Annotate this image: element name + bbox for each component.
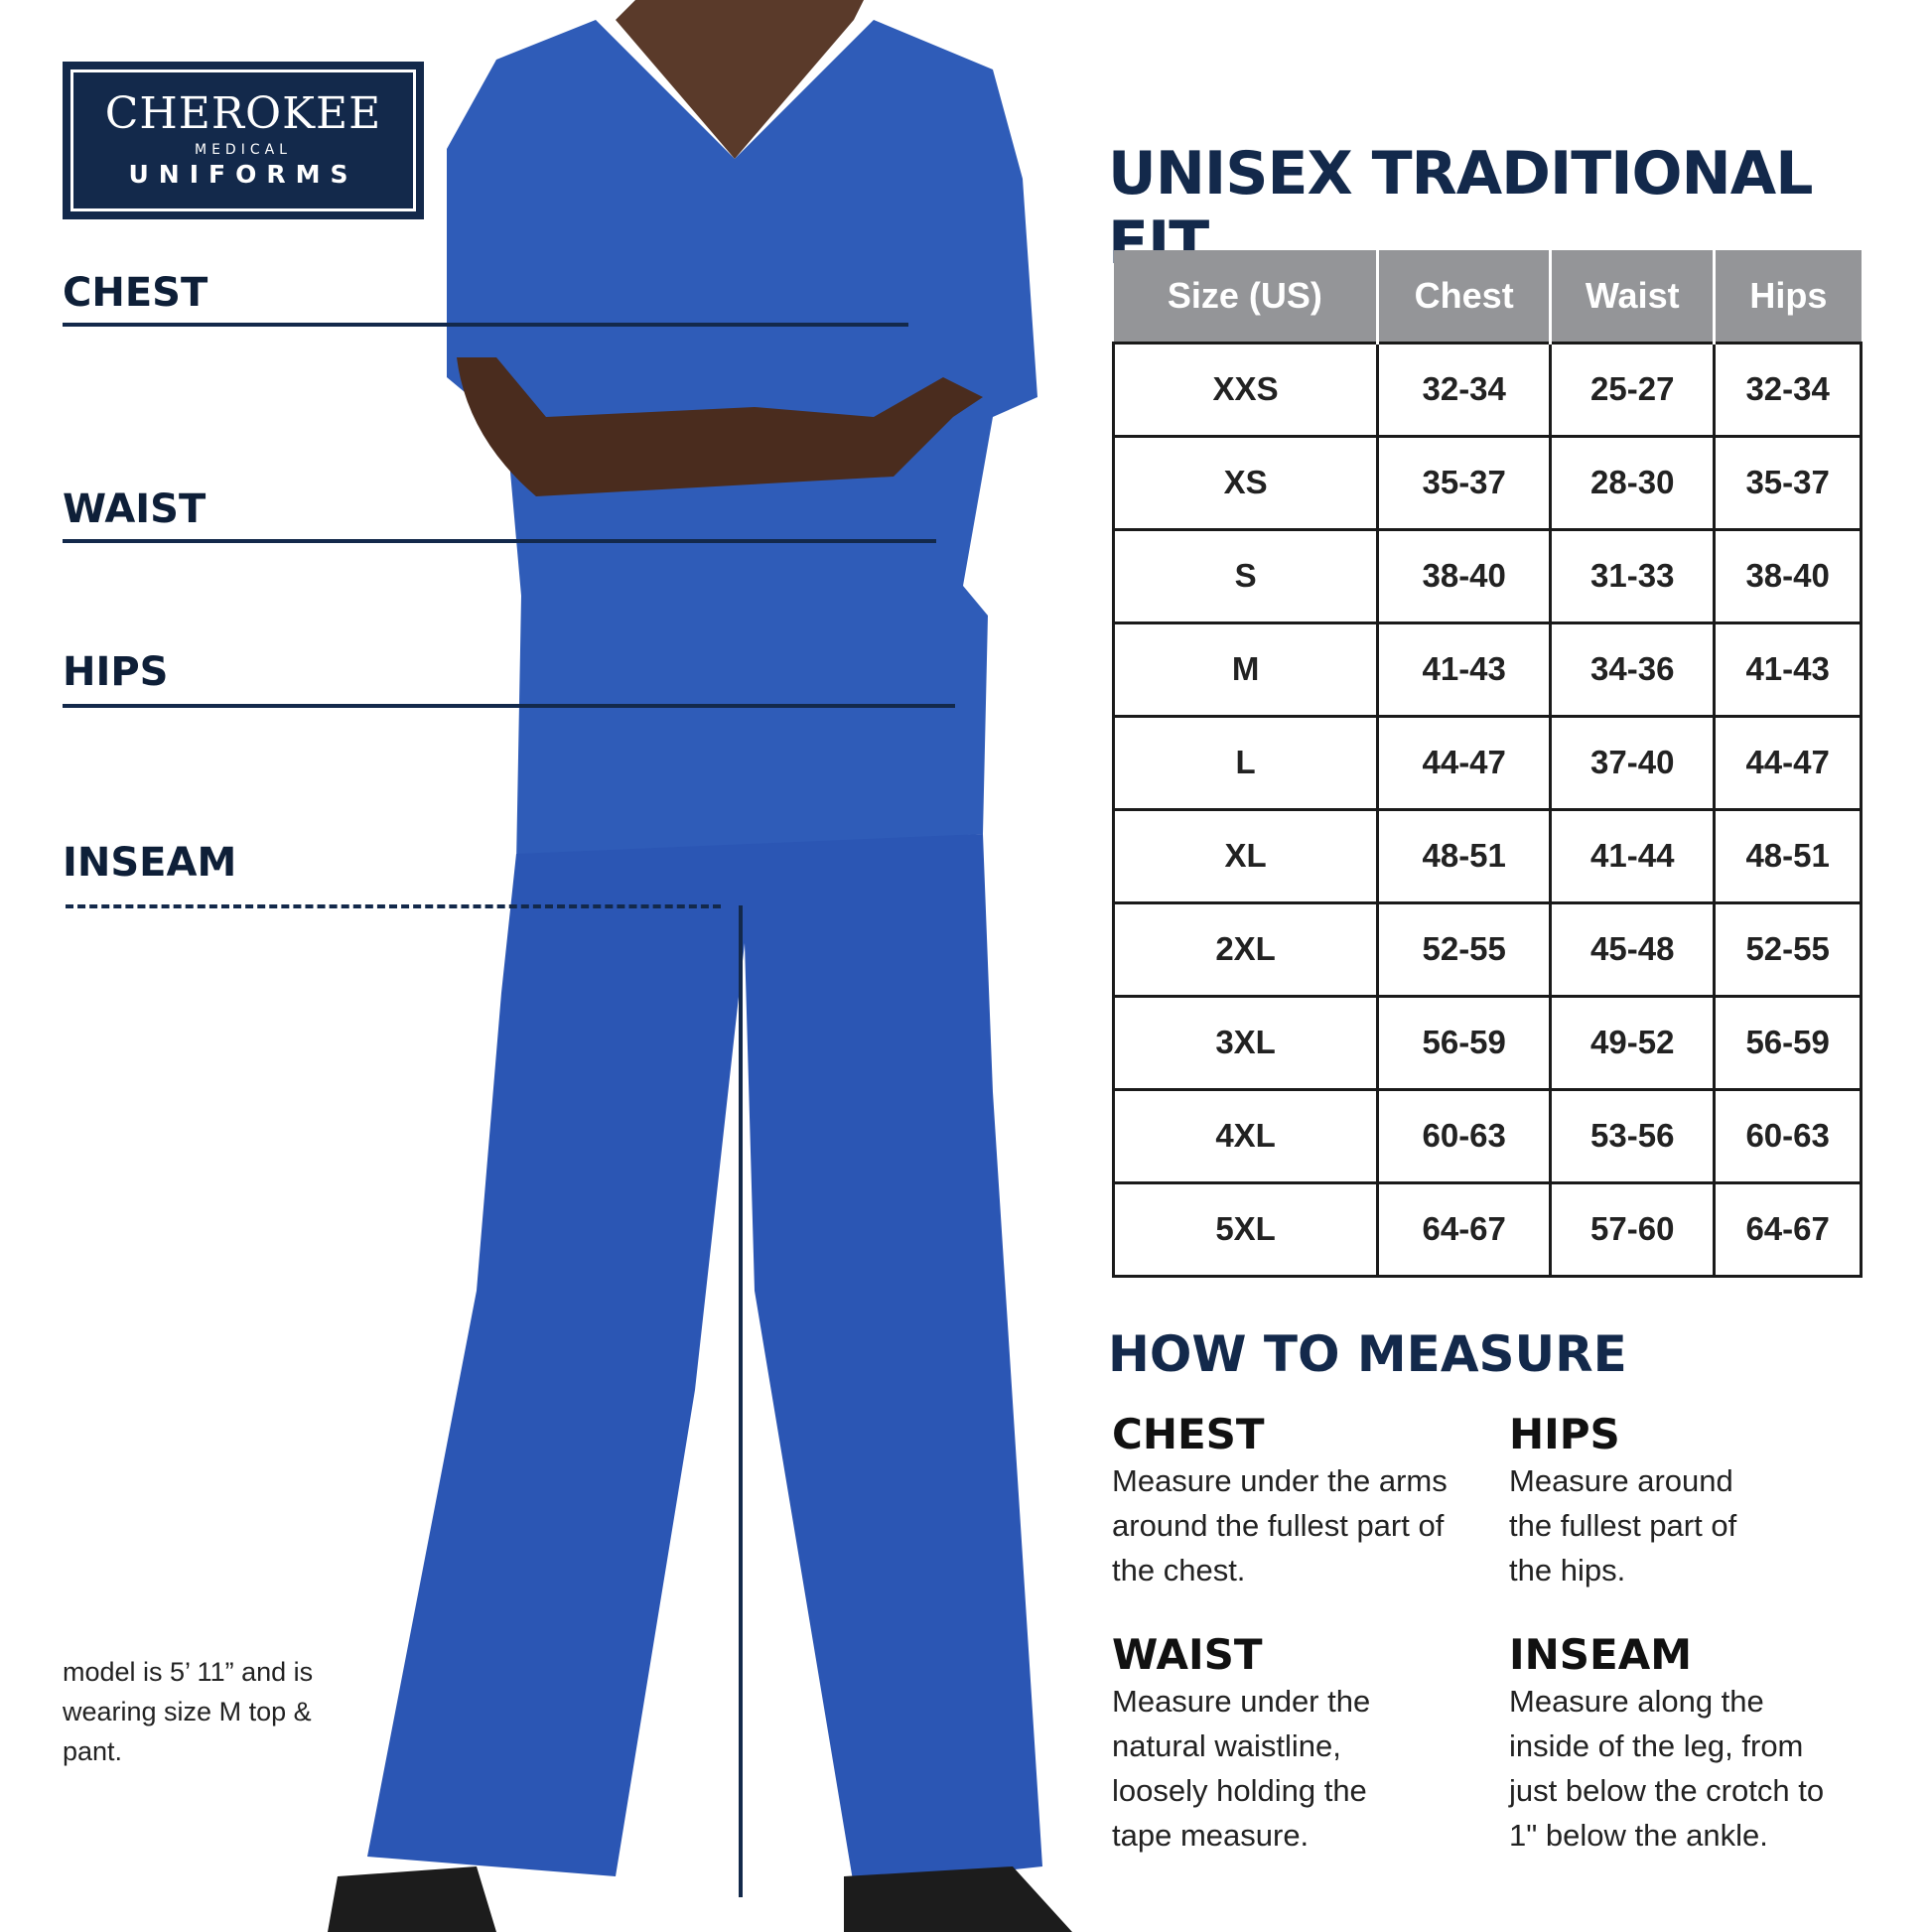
- measurement-cell: 41-43: [1713, 621, 1863, 718]
- measure-text: Measure around the fullest part of the h…: [1509, 1463, 1737, 1587]
- size-cell: 5XL: [1111, 1180, 1380, 1278]
- hips-label: HIPS: [63, 649, 169, 695]
- measurement-cell: 53-56: [1549, 1087, 1717, 1184]
- chest-line: [63, 323, 908, 327]
- column-header: Size (US): [1113, 250, 1378, 343]
- measurement-cell: 45-48: [1549, 900, 1717, 998]
- measurement-cell: 44-47: [1376, 714, 1553, 811]
- table-row: XXS 32-34 25-27 32-34: [1111, 341, 1863, 438]
- size-cell: 3XL: [1111, 994, 1380, 1091]
- measurement-cell: 31-33: [1549, 527, 1717, 624]
- table-row: 5XL 64-67 57-60 64-67: [1111, 1180, 1863, 1278]
- measurement-cell: 56-59: [1376, 994, 1553, 1091]
- chest-label: CHEST: [63, 270, 208, 316]
- measure-heading: WAIST: [1112, 1630, 1263, 1679]
- logo-brand: CHEROKEE: [104, 88, 382, 139]
- table-row: M 41-43 34-36 41-43: [1111, 621, 1863, 718]
- measure-text: Measure along the inside of the leg, fro…: [1509, 1684, 1825, 1853]
- measurement-cell: 34-36: [1549, 621, 1717, 718]
- table-row: XS 35-37 28-30 35-37: [1111, 434, 1863, 531]
- measure-heading: INSEAM: [1509, 1630, 1693, 1679]
- measure-heading: HIPS: [1509, 1410, 1620, 1458]
- measurement-cell: 60-63: [1713, 1087, 1863, 1184]
- size-cell: XL: [1111, 807, 1380, 904]
- measurement-cell: 48-51: [1376, 807, 1553, 904]
- measurement-cell: 32-34: [1713, 341, 1863, 438]
- measurement-cell: 35-37: [1713, 434, 1863, 531]
- waist-label: WAIST: [63, 486, 207, 532]
- page-title: UNISEX TRADITIONAL FIT: [1108, 139, 1813, 278]
- measurement-cell: 38-40: [1376, 527, 1553, 624]
- size-cell: 2XL: [1111, 900, 1380, 998]
- size-cell: L: [1111, 714, 1380, 811]
- measurement-cell: 37-40: [1549, 714, 1717, 811]
- size-cell: XXS: [1111, 341, 1380, 438]
- measurement-cell: 52-55: [1713, 900, 1863, 998]
- measurement-cell: 41-44: [1549, 807, 1717, 904]
- measure-waist: WAIST Measure under the natural waistlin…: [1112, 1630, 1410, 1858]
- size-table: Size (US) Chest Waist Hips XXS 32-34 25-27 32-…: [1111, 250, 1863, 1278]
- table-row: 2XL 52-55 45-48 52-55: [1111, 900, 1863, 998]
- logo-line: UNIFORMS: [128, 160, 358, 189]
- measurement-cell: 56-59: [1713, 994, 1863, 1091]
- measurement-cell: 52-55: [1376, 900, 1553, 998]
- measurement-cell: 35-37: [1376, 434, 1553, 531]
- size-cell: XS: [1111, 434, 1380, 531]
- measurement-cell: 38-40: [1713, 527, 1863, 624]
- table-row: 3XL 56-59 49-52 56-59: [1111, 994, 1863, 1091]
- logo-sub: MEDICAL: [195, 142, 292, 158]
- inseam-label: INSEAM: [63, 840, 237, 886]
- measure-hips: HIPS Measure around the fullest part of …: [1509, 1410, 1777, 1592]
- column-header: Chest: [1376, 250, 1551, 343]
- table-row: L 44-47 37-40 44-47: [1111, 714, 1863, 811]
- inseam-dashed-line: [66, 904, 721, 908]
- measurement-cell: 48-51: [1713, 807, 1863, 904]
- measure-inseam: INSEAM Measure along the inside of the l…: [1509, 1630, 1847, 1858]
- how-to-measure-title: HOW TO MEASURE: [1108, 1325, 1627, 1383]
- measure-heading: CHEST: [1112, 1410, 1265, 1458]
- measure-text: Measure under the arms around the fulles…: [1112, 1463, 1448, 1587]
- measurement-cell: 44-47: [1713, 714, 1863, 811]
- measurement-cell: 57-60: [1549, 1180, 1717, 1278]
- table-row: XL 48-51 41-44 48-51: [1111, 807, 1863, 904]
- hips-line: [63, 704, 955, 708]
- column-header: Waist: [1549, 250, 1715, 343]
- measurement-cell: 28-30: [1549, 434, 1717, 531]
- measure-text: Measure under the natural waistline, loo…: [1112, 1684, 1371, 1853]
- inseam-vertical-line: [739, 905, 743, 1897]
- table-row: 4XL 60-63 53-56 60-63: [1111, 1087, 1863, 1184]
- size-cell: M: [1111, 621, 1380, 718]
- measure-chest: CHEST Measure under the arms around the …: [1112, 1410, 1449, 1592]
- size-cell: S: [1111, 527, 1380, 624]
- column-header: Hips: [1713, 250, 1862, 343]
- measurement-cell: 25-27: [1549, 341, 1717, 438]
- measurement-cell: 60-63: [1376, 1087, 1553, 1184]
- measurement-cell: 64-67: [1713, 1180, 1863, 1278]
- table-row: S 38-40 31-33 38-40: [1111, 527, 1863, 624]
- model-note: model is 5’ 11” and is wearing size M to…: [63, 1657, 314, 1766]
- measurement-cell: 32-34: [1376, 341, 1553, 438]
- waist-line: [63, 539, 936, 543]
- cherokee-logo: CHEROKEE MEDICAL UNIFORMS: [63, 62, 424, 219]
- size-cell: 4XL: [1111, 1087, 1380, 1184]
- measurement-cell: 41-43: [1376, 621, 1553, 718]
- measurement-cell: 49-52: [1549, 994, 1717, 1091]
- measurement-cell: 64-67: [1376, 1180, 1553, 1278]
